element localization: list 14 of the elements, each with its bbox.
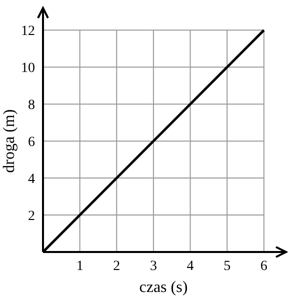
y-tick-label: 6 <box>28 135 35 150</box>
x-tick-label: 1 <box>76 259 84 274</box>
y-tick-label: 2 <box>28 209 35 224</box>
y-tick-label: 12 <box>21 24 35 40</box>
x-tick-label: 6 <box>260 259 268 274</box>
x-tick-label: 5 <box>224 259 231 274</box>
y-tick-label: 4 <box>28 172 35 188</box>
x-tick-label: 4 <box>186 259 194 274</box>
y-tick-label: 8 <box>28 98 35 114</box>
y-tick-label: 10 <box>21 61 35 76</box>
x-tick-label: 3 <box>150 259 157 274</box>
x-axis-title: czas (s) <box>139 279 188 296</box>
x-tick-label: 2 <box>113 259 120 274</box>
y-axis-title: droga (m) <box>1 109 18 173</box>
